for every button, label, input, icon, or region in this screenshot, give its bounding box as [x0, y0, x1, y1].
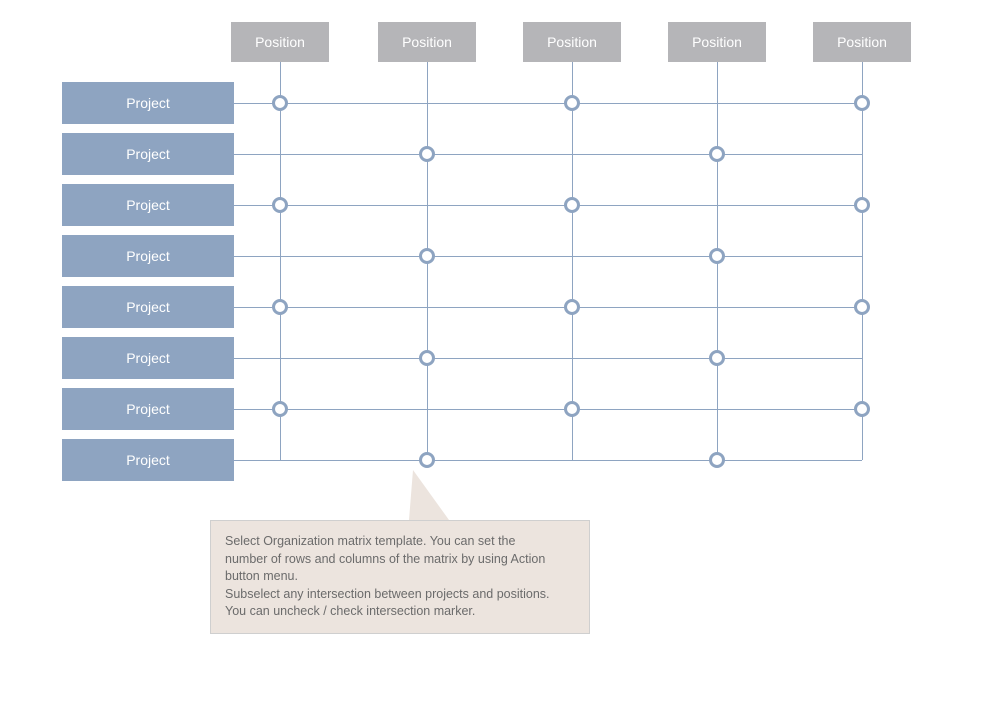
column-header: Position	[231, 22, 329, 62]
callout-text-line: Select Organization matrix template. You…	[225, 533, 575, 551]
row-header: Project	[62, 388, 234, 430]
callout-text-line: You can uncheck / check intersection mar…	[225, 603, 575, 621]
intersection-marker[interactable]	[419, 350, 435, 366]
row-header: Project	[62, 337, 234, 379]
intersection-marker[interactable]	[709, 146, 725, 162]
row-header: Project	[62, 439, 234, 481]
grid-horizontal-line	[234, 205, 862, 206]
row-header: Project	[62, 286, 234, 328]
row-header: Project	[62, 82, 234, 124]
intersection-marker[interactable]	[419, 248, 435, 264]
grid-horizontal-line	[234, 460, 862, 461]
grid-horizontal-line	[234, 358, 862, 359]
intersection-marker[interactable]	[709, 452, 725, 468]
column-header: Position	[813, 22, 911, 62]
column-header: Position	[523, 22, 621, 62]
grid-horizontal-line	[234, 256, 862, 257]
intersection-marker[interactable]	[564, 401, 580, 417]
matrix-diagram-canvas: Position Position Position Position Position…	[0, 0, 984, 725]
callout-text-line: Subselect any intersection between proje…	[225, 586, 575, 604]
row-header: Project	[62, 235, 234, 277]
grid-horizontal-line	[234, 409, 862, 410]
intersection-marker[interactable]	[419, 452, 435, 468]
intersection-marker[interactable]	[854, 299, 870, 315]
intersection-marker[interactable]	[564, 299, 580, 315]
intersection-marker[interactable]	[854, 197, 870, 213]
intersection-marker[interactable]	[564, 95, 580, 111]
callout-text-line: button menu.	[225, 568, 575, 586]
intersection-marker[interactable]	[272, 401, 288, 417]
intersection-marker[interactable]	[709, 350, 725, 366]
intersection-marker[interactable]	[854, 401, 870, 417]
grid-horizontal-line	[234, 103, 862, 104]
intersection-marker[interactable]	[272, 299, 288, 315]
grid-horizontal-line	[234, 154, 862, 155]
row-header: Project	[62, 133, 234, 175]
callout-tail	[409, 470, 449, 520]
intersection-marker[interactable]	[709, 248, 725, 264]
instruction-callout: Select Organization matrix template. You…	[210, 520, 590, 634]
grid-horizontal-line	[234, 307, 862, 308]
column-header: Position	[668, 22, 766, 62]
column-header: Position	[378, 22, 476, 62]
intersection-marker[interactable]	[419, 146, 435, 162]
callout-text-line: number of rows and columns of the matrix…	[225, 551, 575, 569]
intersection-marker[interactable]	[564, 197, 580, 213]
intersection-marker[interactable]	[854, 95, 870, 111]
intersection-marker[interactable]	[272, 95, 288, 111]
intersection-marker[interactable]	[272, 197, 288, 213]
row-header: Project	[62, 184, 234, 226]
